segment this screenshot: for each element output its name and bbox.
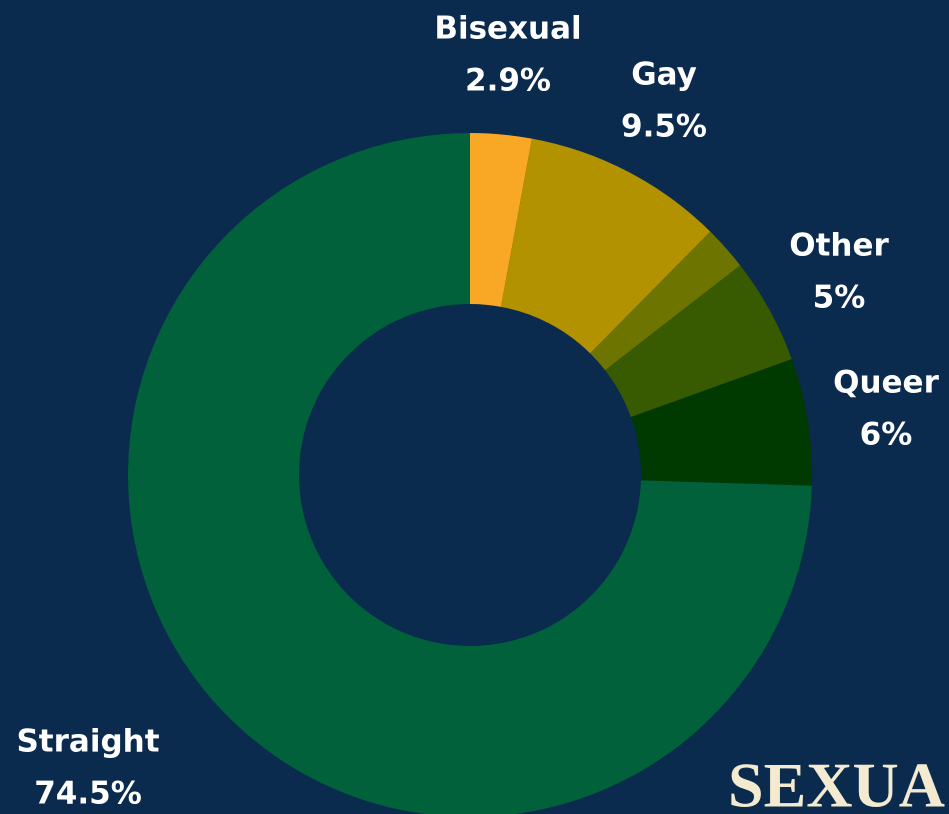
segment-label: Gay	[631, 57, 697, 93]
watermark: SEXUA	[728, 750, 945, 814]
segment-label: Queer	[833, 365, 939, 401]
donut-segment	[630, 359, 812, 486]
donut-segment	[605, 265, 792, 418]
donut-segment	[128, 133, 812, 814]
value-label: 9.5%	[621, 109, 707, 145]
value-label: 6%	[860, 417, 913, 453]
donut-segment	[470, 133, 532, 307]
value-label: 74.5%	[34, 776, 142, 812]
segment-label: Straight	[16, 724, 159, 760]
value-label: 5%	[813, 280, 866, 316]
donut-segment	[500, 138, 711, 354]
value-label: 2.9%	[465, 63, 551, 99]
segment-label: Other	[789, 228, 889, 264]
donut-segment	[590, 231, 741, 371]
segment-label: Bisexual	[434, 11, 581, 47]
